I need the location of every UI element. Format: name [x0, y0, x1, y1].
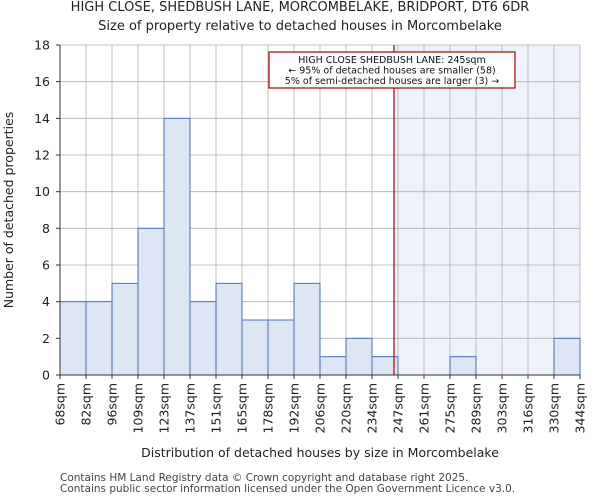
- bar: [293, 282, 321, 376]
- y-tick-label: 18: [34, 38, 50, 53]
- x-tick-label: 206sqm: [313, 383, 328, 433]
- bar: [319, 356, 347, 376]
- y-tick-label: 10: [34, 184, 50, 199]
- y-tick-label: 12: [34, 148, 50, 163]
- bar: [267, 319, 295, 376]
- x-axis-label: Distribution of detached houses by size …: [141, 445, 499, 460]
- larger-region-shade: [394, 45, 580, 375]
- x-tick-label: 289sqm: [469, 383, 484, 433]
- x-tick-label: 344sqm: [573, 383, 588, 433]
- bar: [111, 282, 139, 376]
- x-tick-label: 234sqm: [365, 383, 380, 433]
- x-tick-label: 316sqm: [521, 383, 536, 433]
- x-tick-label: 261sqm: [417, 383, 432, 433]
- footer-licence: Contains public sector information licen…: [60, 483, 516, 495]
- x-tick-label: 330sqm: [547, 383, 562, 433]
- chart-subtitle: Size of property relative to detached ho…: [98, 19, 502, 34]
- bar: [189, 301, 217, 376]
- x-tick-label: 151sqm: [209, 383, 224, 433]
- x-tick-label: 109sqm: [131, 383, 146, 433]
- x-tick-label: 68sqm: [53, 383, 68, 426]
- bar: [345, 337, 373, 376]
- bar: [137, 227, 165, 376]
- x-tick-label: 247sqm: [391, 383, 406, 433]
- y-tick-label: 2: [42, 331, 50, 346]
- bar: [215, 282, 243, 376]
- x-tick-label: 123sqm: [157, 383, 172, 433]
- bar: [553, 337, 581, 376]
- y-tick-label: 0: [42, 368, 50, 383]
- bar: [241, 319, 269, 376]
- chart-title: HIGH CLOSE, SHEDBUSH LANE, MORCOMBELAKE,…: [70, 0, 530, 15]
- x-tick-label: 165sqm: [235, 383, 250, 433]
- y-tick-label: 8: [42, 221, 50, 236]
- annotation-box: [268, 51, 516, 89]
- x-tick-label: 192sqm: [287, 383, 302, 433]
- bar: [85, 301, 113, 376]
- y-tick-label: 4: [42, 294, 50, 309]
- bar: [59, 301, 87, 376]
- bar: [449, 356, 477, 376]
- x-tick-label: 220sqm: [339, 383, 354, 433]
- annotation-line: HIGH CLOSE SHEDBUSH LANE: 245sqm: [298, 55, 485, 66]
- x-tick-label: 96sqm: [105, 383, 120, 426]
- y-tick-label: 6: [42, 258, 50, 273]
- y-tick-label: 16: [34, 74, 50, 89]
- bar: [163, 117, 191, 376]
- annotation-line: ← 95% of detached houses are smaller (58…: [288, 66, 495, 77]
- x-tick-label: 303sqm: [495, 383, 510, 433]
- annotation-line: 5% of semi-detached houses are larger (3…: [285, 76, 499, 87]
- y-tick-label: 14: [34, 111, 50, 126]
- x-tick-label: 137sqm: [183, 383, 198, 433]
- y-axis-label: Number of detached properties: [1, 112, 16, 309]
- x-tick-label: 275sqm: [443, 383, 458, 433]
- x-tick-label: 178sqm: [261, 383, 276, 433]
- x-tick-label: 82sqm: [79, 383, 94, 426]
- footer-copyright: Contains HM Land Registry data © Crown c…: [60, 472, 469, 484]
